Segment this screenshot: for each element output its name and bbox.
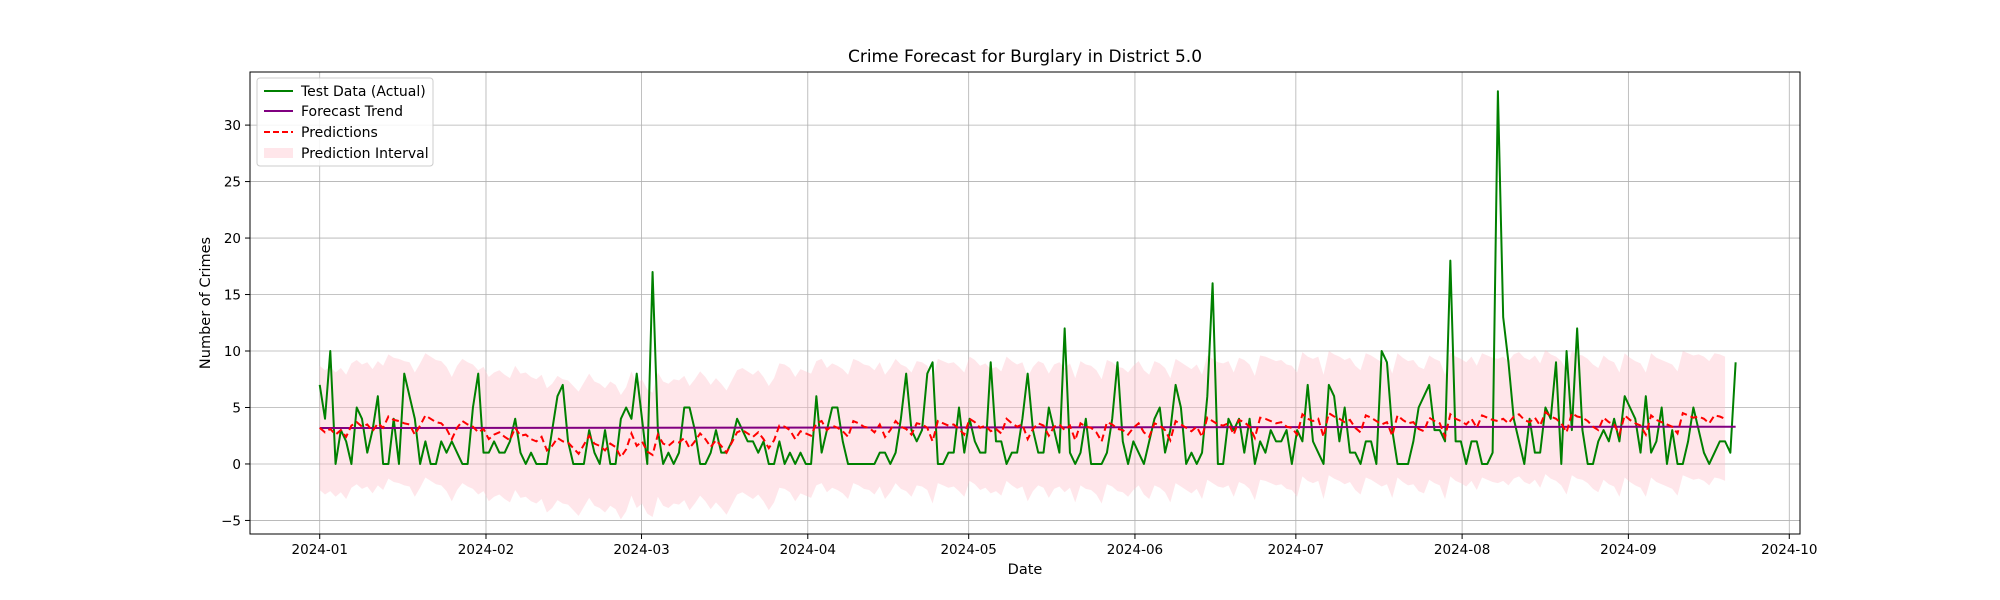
actual-data-line: [318, 90, 1737, 465]
plot-frame: [249, 71, 1801, 535]
x-tick-label: 2024-02: [458, 542, 514, 558]
legend-label-actual: Test Data (Actual): [300, 84, 426, 100]
x-tick-label: 2024-10: [1761, 542, 1817, 558]
legend-label-trend: Forecast Trend: [301, 104, 403, 120]
y-tick-label: 10: [224, 344, 241, 360]
series-layer: [318, 90, 1737, 465]
y-tick-label: 20: [224, 231, 241, 247]
x-tick-label: 2024-04: [780, 542, 836, 558]
y-axis-title: Number of Crimes: [198, 237, 214, 369]
legend-label-predictions: Predictions: [301, 125, 378, 141]
x-tick-label: 2024-09: [1600, 542, 1656, 558]
forecast-trend-line: [319, 425, 1736, 430]
x-axis-ticks: 2024-01 2024-02 2024-03 2024-04 2024-05 2024-…: [292, 534, 1817, 558]
x-tick-label: 2024-07: [1268, 542, 1324, 558]
y-tick-label: 5: [232, 400, 241, 416]
grid-lines: [250, 72, 1800, 534]
x-tick-label: 2024-06: [1107, 542, 1163, 558]
prediction-interval-band: [319, 349, 1726, 520]
x-axis-title: Date: [1008, 562, 1043, 578]
legend-swatch-interval: [264, 148, 293, 158]
x-tick-label: 2024-08: [1434, 542, 1490, 558]
y-tick-label: 25: [224, 175, 241, 191]
y-tick-label: 0: [232, 457, 241, 473]
predictions-line: [319, 410, 1726, 460]
y-tick-label: −5: [221, 513, 241, 529]
x-tick-label: 2024-01: [292, 542, 348, 558]
legend: Test Data (Actual) Forecast Trend Predic…: [256, 77, 434, 167]
legend-label-interval: Prediction Interval: [301, 146, 429, 162]
y-tick-label: 15: [224, 288, 241, 304]
x-tick-label: 2024-03: [613, 542, 669, 558]
y-tick-label: 30: [224, 118, 241, 134]
x-tick-label: 2024-05: [940, 542, 996, 558]
prediction-interval-layer: [319, 349, 1726, 520]
legend-box: [256, 77, 434, 167]
y-axis-ticks: −5 0 5 10 15 20 25 30: [221, 118, 250, 529]
chart-title: Crime Forecast for Burglary in District …: [848, 47, 1202, 67]
